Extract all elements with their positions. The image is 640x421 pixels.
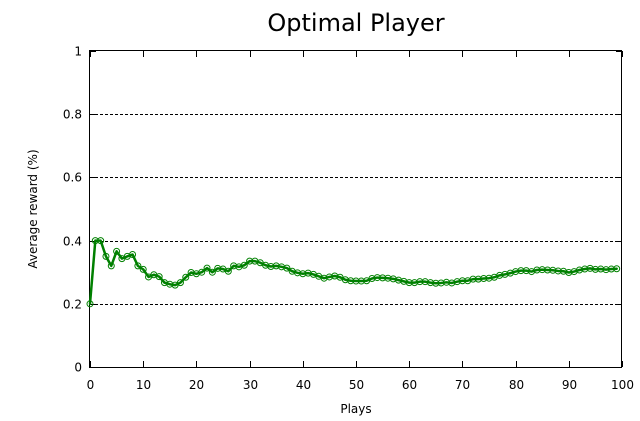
y-tick-label: 0.4 [63,235,82,249]
data-point [575,266,583,274]
y-tick-label: 0.6 [63,171,82,185]
data-point [607,265,615,273]
data-point [97,237,105,245]
data-point [107,262,115,270]
x-tick-label: 50 [349,378,364,392]
data-point [453,278,461,286]
x-tick-label: 80 [509,378,524,392]
data-point [139,265,147,273]
data-point [474,275,482,283]
data-point [405,279,413,287]
data-point [554,267,562,275]
data-point [368,275,376,283]
data-point [341,276,349,284]
data-point [379,274,387,282]
data-point [182,273,190,281]
data-point [352,277,360,285]
data-point [198,268,206,276]
x-tick-label: 10 [136,378,151,392]
x-axis-label: Plays [340,402,371,416]
data-point [129,251,137,258]
data-point [533,266,541,274]
data-point [293,269,301,277]
data-point [166,280,174,288]
data-point [224,267,232,275]
x-tick-label: 0 [87,378,95,392]
data-point [496,271,504,279]
data-point [347,277,355,285]
y-tick-label: 0 [74,361,82,375]
data-point [517,267,525,275]
data-point [411,279,419,287]
data-point [246,257,254,265]
data-point [549,266,557,274]
data-point [442,278,450,286]
x-tick-label: 20 [189,378,204,392]
data-point [421,278,429,286]
y-axis: 0 0.2 0.4 0.6 0.8 1 [63,45,622,375]
data-point [437,279,445,287]
x-tick-label: 90 [562,378,577,392]
data-point [591,265,599,273]
data-point [134,262,142,270]
data-point [469,275,477,283]
data-point [155,273,163,281]
data-point [240,261,248,269]
data-point [458,277,466,285]
gridlines [90,114,622,305]
y-tick-label: 0.8 [63,108,82,122]
x-axis: 0 10 20 30 40 50 60 70 80 90 100 [87,51,634,392]
data-point [602,266,610,274]
data-point [86,300,94,308]
data-point [91,237,99,245]
data-point [565,269,573,277]
data-point [230,262,238,270]
data-point [597,265,605,273]
data-point [480,275,488,283]
y-tick-label: 1 [74,45,82,59]
data-point [485,274,493,282]
data-point [432,279,440,287]
x-tick-label: 40 [296,378,311,392]
data-point [203,264,211,272]
data-point [416,278,424,286]
data-point [512,268,520,276]
x-tick-label: 100 [611,378,634,392]
data-point [613,265,621,273]
data-point [522,267,530,275]
plot-frame [89,50,622,368]
series-line [88,239,618,306]
data-point [102,252,110,260]
data-point [581,265,589,273]
data-point [176,279,184,287]
data-point [272,262,280,270]
x-tick-label: 60 [402,378,417,392]
data-point [325,273,333,281]
y-axis-label: Average reward (%) [26,149,40,268]
data-point [214,264,222,272]
data-point [544,266,552,274]
data-point [299,270,307,278]
data-point [426,279,434,287]
data-point [208,268,216,276]
data-point [586,264,594,272]
data-point [283,264,291,272]
data-point [538,266,546,274]
chart-title: Optimal Player [267,9,444,37]
data-point [373,274,381,282]
data-point [357,277,365,285]
x-tick-label: 30 [243,378,258,392]
data-point [267,263,275,271]
y-tick-label: 0.2 [63,298,82,312]
data-point [384,274,392,282]
data-point [113,247,121,255]
x-tick-label: 70 [455,378,470,392]
series-layer [86,237,621,308]
